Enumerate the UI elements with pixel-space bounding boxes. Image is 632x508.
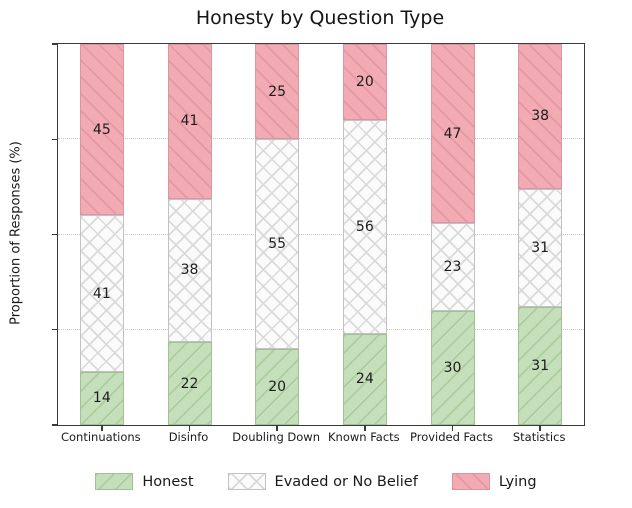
bar-segment-continuations-evaded-or-no-belief [79,215,124,372]
x-tick-label-statistics: Statistics [512,430,566,444]
bar-segment-provided-facts-lying [430,44,475,224]
legend-item-lying: Lying [451,473,537,490]
bar-doubling-down: 20 55 25 [255,44,300,425]
bar-value-label: 14 [92,390,111,407]
legend-swatch-2 [451,473,490,490]
bar-segment-disinfo-evaded-or-no-belief [167,198,212,343]
bar-segment-known-facts-evaded-or-no-belief [342,120,387,334]
bar-continuations: 14 41 45 [79,44,124,425]
x-tick-doubling-down [276,426,278,431]
bar-value-label: 25 [268,83,287,100]
bar-value-label: 23 [443,258,462,275]
legend-item-honest: Honest [95,473,194,490]
x-tick-label-continuations: Continuations [60,430,141,444]
chart-title: Honesty by Question Type [195,7,445,29]
bar-value-label: 56 [355,218,374,235]
bar-value-label: 20 [355,74,374,91]
x-tick-continuations [101,426,103,431]
bar-provided-facts: 30 23 47 [430,44,475,425]
legend-item-evaded: Evaded or No Belief [227,473,418,490]
bar-segment-statistics-evaded-or-no-belief [518,188,563,307]
bar-disinfo: 22 38 41 [167,44,212,425]
x-tick-label-doubling-down: Doubling Down [232,430,320,444]
x-tick-label-known-facts: Known Facts [328,430,400,444]
bar-segment-statistics-honest [518,306,563,425]
bar-value-label: 30 [443,359,462,376]
x-tick-provided-facts [451,426,454,431]
bar-segment-known-facts-lying [342,44,387,121]
bar-segment-continuations-lying [79,44,124,216]
y-tick-25 [52,329,57,331]
bar-value-label: 20 [268,378,287,395]
bar-segment-doubling-down-evaded-or-no-belief [255,139,300,349]
bar-value-label: 41 [92,285,111,302]
y-tick-0 [52,424,57,426]
bar-segment-provided-facts-evaded-or-no-belief [430,223,475,311]
x-tick-statistics [539,426,541,431]
bar-segment-known-facts-honest [342,333,387,425]
bar-value-label: 31 [531,239,550,256]
bar-segment-disinfo-lying [167,44,212,199]
bar-segment-disinfo-honest [167,342,212,425]
bar-value-label: 31 [531,357,550,374]
bar-value-label: 24 [355,371,374,388]
bar-value-label: 45 [92,121,111,138]
x-tick-label-provided-facts: Provided Facts [409,430,493,444]
legend-swatch-1 [227,473,266,490]
plot-area: 14 41 45 22 38 41 20 55 25 24 56 20 30 23 47 31 31 38 [52,43,585,431]
bar-value-label: 22 [180,375,199,392]
bar-statistics: 31 31 38 [518,44,563,425]
gridline-25 [58,328,584,330]
gridline-75 [58,138,584,140]
bar-segment-doubling-down-honest [255,348,300,425]
x-axis-labels: Continuations Disinfo Doubling Down Known F… [57,430,583,464]
bar-value-label: 38 [180,262,199,279]
x-tick-label-disinfo: Disinfo [168,430,209,444]
bar-value-label: 41 [180,113,199,130]
y-axis-label: Proportion of Responses (%) [8,141,24,325]
x-tick-disinfo [188,426,191,431]
bar-value-label: 55 [268,236,287,253]
bar-segment-statistics-lying [518,44,563,189]
y-tick-75 [52,138,57,140]
legend-swatch-0 [95,473,134,490]
y-tick-50 [52,233,57,236]
bar-segment-continuations-honest [79,371,124,425]
bar-value-label: 47 [443,125,462,142]
bar-known-facts: 24 56 20 [342,44,387,425]
legend: Honest Evaded or No Belief Lying [0,473,632,490]
x-tick-known-facts [364,426,366,431]
bar-segment-provided-facts-honest [430,310,475,425]
legend-label-lying: Lying [498,473,537,490]
legend-label-honest: Honest [142,473,194,490]
legend-label-evaded: Evaded or No Belief [274,473,418,490]
y-tick-100 [52,43,57,45]
bar-value-label: 38 [531,108,550,125]
gridline-50 [58,233,584,235]
bar-segment-doubling-down-lying [255,44,300,140]
